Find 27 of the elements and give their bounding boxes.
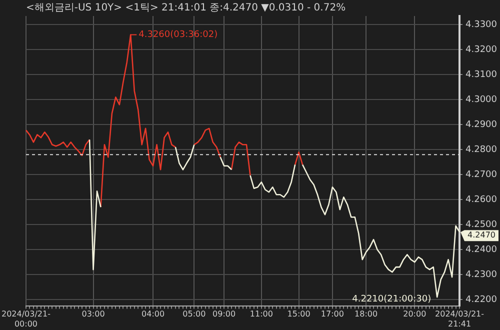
x-tick-label: 2024/03/21-21:41 — [435, 310, 484, 328]
x-tick-label: 04:00 — [142, 310, 165, 319]
x-tick-label: 18:00 — [354, 310, 378, 319]
y-tick-label: 4.2900 — [466, 120, 498, 130]
y-tick-label: 4.3000 — [466, 95, 498, 106]
x-tick-label: 05:00 — [182, 310, 206, 319]
y-tick-label: 4.2600 — [466, 194, 498, 205]
y-tick-label: 4.2800 — [466, 145, 498, 155]
x-tick-label: 03:00 — [82, 310, 105, 319]
y-tick-label: 4.2300 — [466, 270, 498, 280]
y-tick-label: 4.2500 — [466, 220, 498, 230]
x-tick-label: 17:00 — [320, 310, 344, 319]
x-tick-label: 2024/03/21-00:00 — [2, 310, 51, 328]
text: 4.2470 — [468, 230, 496, 240]
y-tick-label: 4.3300 — [466, 20, 498, 30]
x-tick-label: 15:00 — [287, 310, 310, 319]
x-tick-label: 20:00 — [403, 310, 426, 319]
y-tick-label: 4.3200 — [466, 45, 498, 56]
y-tick-label: 4.2400 — [466, 244, 498, 255]
y-tick-label: 4.3100 — [466, 70, 498, 80]
annotation: 4.2210(21:00:30) — [352, 294, 432, 304]
x-tick-label: 11:00 — [250, 310, 273, 319]
x-tick-label: 09:00 — [212, 310, 236, 319]
y-tick-label: 4.2700 — [466, 170, 498, 180]
y-tick-label: 4.2200 — [466, 294, 498, 305]
chart-title: <해외금리-US 10Y> <1틱> 21:41:01 종:4.2470 ▼0.0310 - 0.72% — [26, 2, 346, 14]
annotation: 4.3260(03:36:02) — [138, 30, 218, 40]
